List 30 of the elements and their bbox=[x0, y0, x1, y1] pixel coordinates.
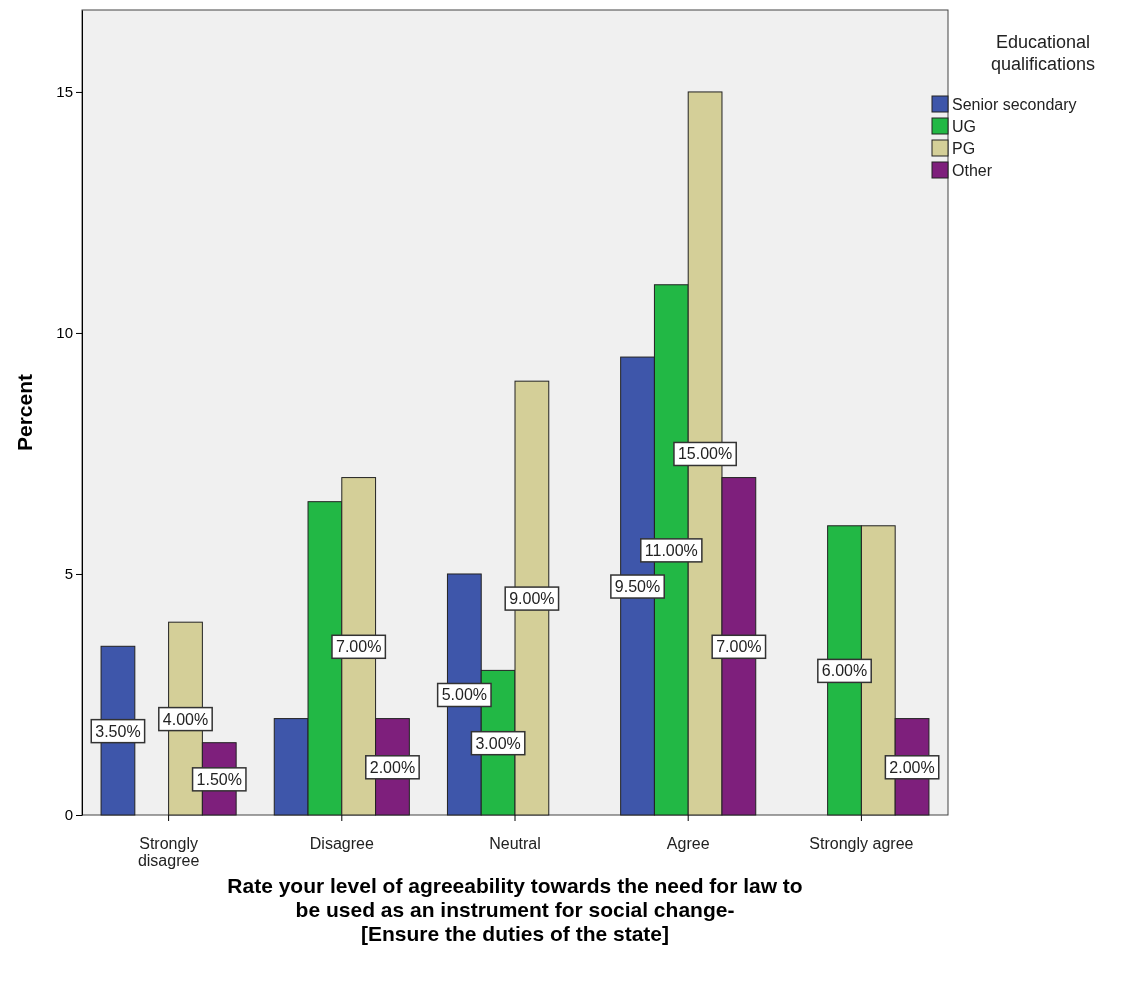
y-tick-label: 10 bbox=[56, 324, 73, 342]
y-axis-title: Percent bbox=[13, 373, 36, 452]
x-axis-title: Rate your level of agreeability towards the need for law to be used as an instrument for social change- [Ensure the duties of the state] bbox=[227, 874, 803, 945]
legend-label: Other bbox=[952, 162, 993, 179]
y-tick-label: 15 bbox=[56, 83, 73, 101]
legend-label: UG bbox=[952, 118, 976, 135]
data-label: 3.00% bbox=[475, 734, 521, 752]
data-label: 4.00% bbox=[162, 710, 209, 728]
y-tick-label: 0 bbox=[64, 806, 73, 824]
x-tick-label: Neutral bbox=[489, 835, 541, 852]
data-label: 1.50% bbox=[196, 770, 242, 788]
data-label: 9.00% bbox=[509, 590, 555, 608]
x-tick-label: Strongly disagree bbox=[137, 835, 200, 869]
data-label: 2.00% bbox=[369, 758, 416, 776]
data-label: 11.00% bbox=[644, 541, 698, 559]
data-label: 15.00% bbox=[677, 445, 733, 463]
data-label: 6.00% bbox=[821, 662, 868, 680]
y-tick-label: 5 bbox=[64, 565, 73, 583]
data-label: 7.00% bbox=[336, 638, 382, 656]
data-label: 2.00% bbox=[889, 758, 935, 776]
x-tick-label: Disagree bbox=[309, 835, 374, 852]
legend-title: Educational qualifications bbox=[990, 32, 1096, 74]
data-label: 5.00% bbox=[441, 686, 488, 704]
x-tick-label: Agree bbox=[666, 835, 710, 852]
data-label: 9.50% bbox=[614, 578, 661, 596]
legend-label: Senior secondary bbox=[952, 96, 1077, 113]
legend-label: PG bbox=[952, 140, 976, 157]
x-tick-label: Strongly agree bbox=[809, 835, 914, 852]
data-label: 7.00% bbox=[716, 638, 762, 656]
data-label: 3.50% bbox=[95, 722, 141, 740]
